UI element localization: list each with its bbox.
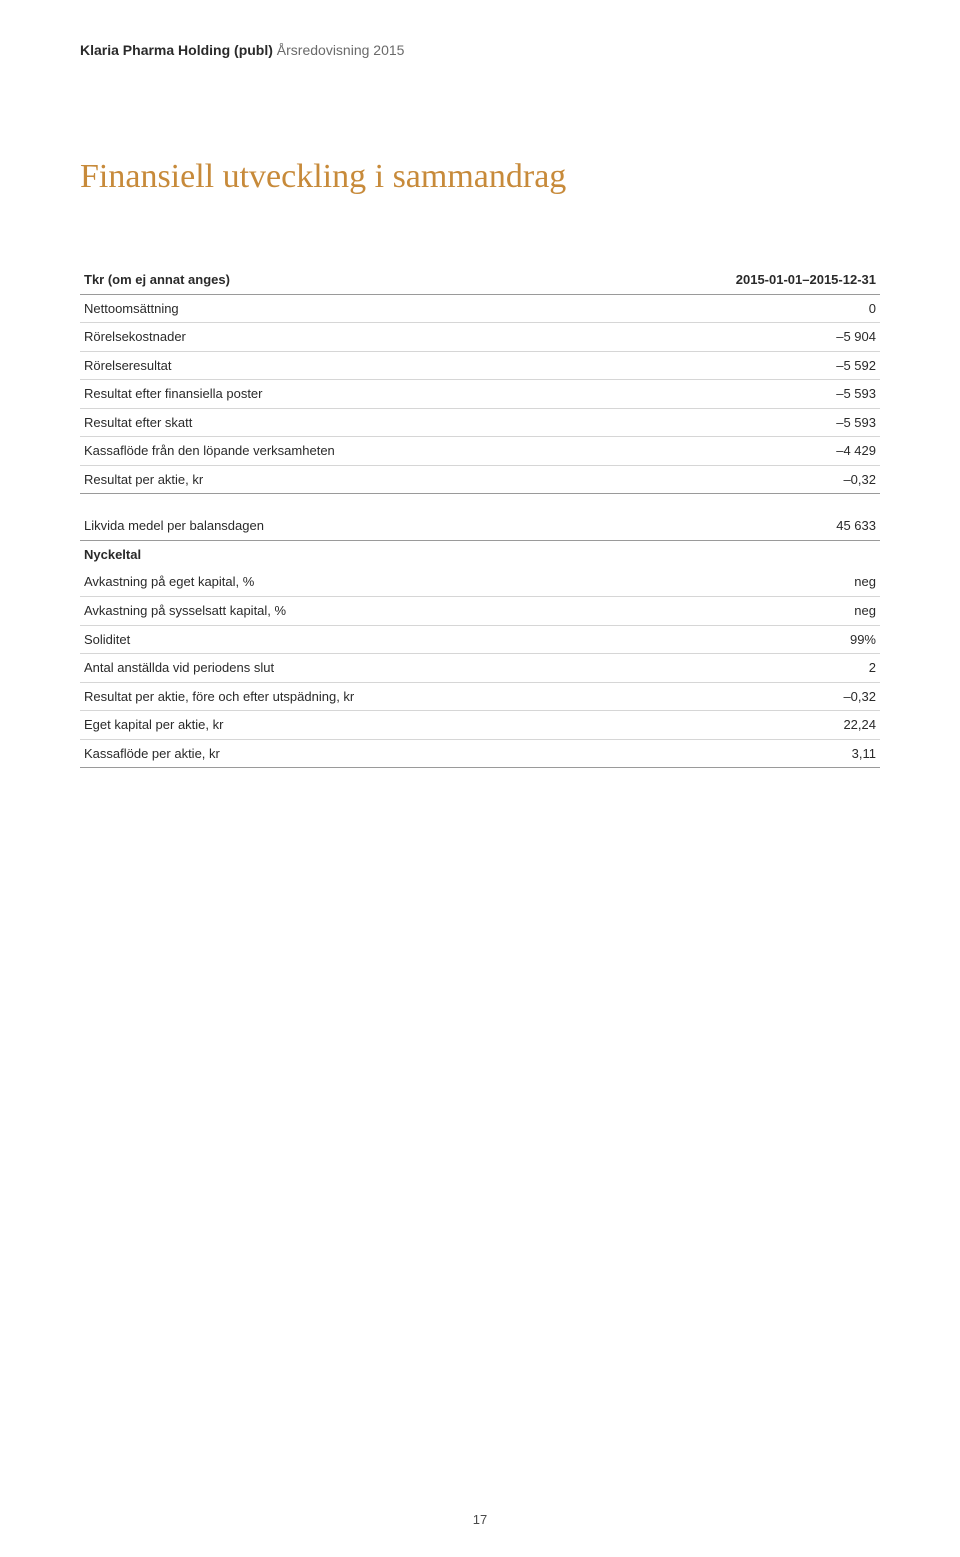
summary-table-liquidity: Likvida medel per balansdagen45 633 [80,512,880,541]
row-label: Avkastning på sysselsatt kapital, % [80,597,704,626]
page-number: 17 [0,1512,960,1527]
summary-table-keyfigures: Nyckeltal Avkastning på eget kapital, %n… [80,541,880,768]
row-value: 22,24 [704,711,880,740]
table-row: Resultat per aktie, före och efter utspä… [80,682,880,711]
table-row: Rörelsekostnader–5 904 [80,323,880,352]
keyfigures-subhead-row: Nyckeltal [80,541,880,569]
report-subtitle: Årsredovisning 2015 [277,42,405,58]
table-row: Likvida medel per balansdagen45 633 [80,512,880,540]
table2-body: Likvida medel per balansdagen45 633 [80,512,880,540]
row-label: Resultat per aktie, före och efter utspä… [80,682,704,711]
row-value: 0 [704,294,880,323]
table-row: Resultat efter skatt–5 593 [80,408,880,437]
table-row: Avkastning på sysselsatt kapital, %neg [80,597,880,626]
row-value: –0,32 [704,465,880,494]
table1-body: Nettoomsättning0Rörelsekostnader–5 904Rö… [80,294,880,494]
table1-header-label: Tkr (om ej annat anges) [80,266,704,294]
row-label: Resultat efter skatt [80,408,704,437]
row-value: 45 633 [704,512,880,540]
row-value: –0,32 [704,682,880,711]
table-row: Resultat per aktie, kr–0,32 [80,465,880,494]
row-label: Rörelsekostnader [80,323,704,352]
row-value: –5 592 [704,351,880,380]
row-value: –4 429 [704,437,880,466]
row-label: Nettoomsättning [80,294,704,323]
table-row: Rörelseresultat–5 592 [80,351,880,380]
table-row: Nettoomsättning0 [80,294,880,323]
row-label: Antal anställda vid periodens slut [80,654,704,683]
page-root: Klaria Pharma Holding (publ) Årsredovisn… [0,0,960,1557]
row-value: neg [704,597,880,626]
company-name: Klaria Pharma Holding (publ) [80,42,273,58]
row-value: –5 904 [704,323,880,352]
row-label: Avkastning på eget kapital, % [80,568,704,596]
table-row: Eget kapital per aktie, kr22,24 [80,711,880,740]
row-value: 3,11 [704,739,880,768]
row-value: 99% [704,625,880,654]
table1-header-value: 2015-01-01–2015-12-31 [704,266,880,294]
keyfigures-subhead: Nyckeltal [80,541,880,569]
table-row: Avkastning på eget kapital, %neg [80,568,880,596]
table3-body: Avkastning på eget kapital, %negAvkastni… [80,568,880,767]
row-label: Eget kapital per aktie, kr [80,711,704,740]
row-label: Kassaflöde från den löpande verksamheten [80,437,704,466]
row-label: Resultat efter finansiella poster [80,380,704,409]
row-value: –5 593 [704,408,880,437]
table-row: Soliditet99% [80,625,880,654]
row-label: Kassaflöde per aktie, kr [80,739,704,768]
row-value: 2 [704,654,880,683]
row-label: Resultat per aktie, kr [80,465,704,494]
page-title: Finansiell utveckling i sammandrag [80,158,880,196]
row-value: –5 593 [704,380,880,409]
row-label: Soliditet [80,625,704,654]
summary-table-main: Tkr (om ej annat anges) 2015-01-01–2015-… [80,266,880,494]
row-label: Rörelseresultat [80,351,704,380]
table-row: Antal anställda vid periodens slut2 [80,654,880,683]
table-row: Resultat efter finansiella poster–5 593 [80,380,880,409]
table-row: Kassaflöde från den löpande verksamheten… [80,437,880,466]
table-row: Kassaflöde per aktie, kr3,11 [80,739,880,768]
row-value: neg [704,568,880,596]
running-header: Klaria Pharma Holding (publ) Årsredovisn… [80,42,880,58]
row-label: Likvida medel per balansdagen [80,512,704,540]
